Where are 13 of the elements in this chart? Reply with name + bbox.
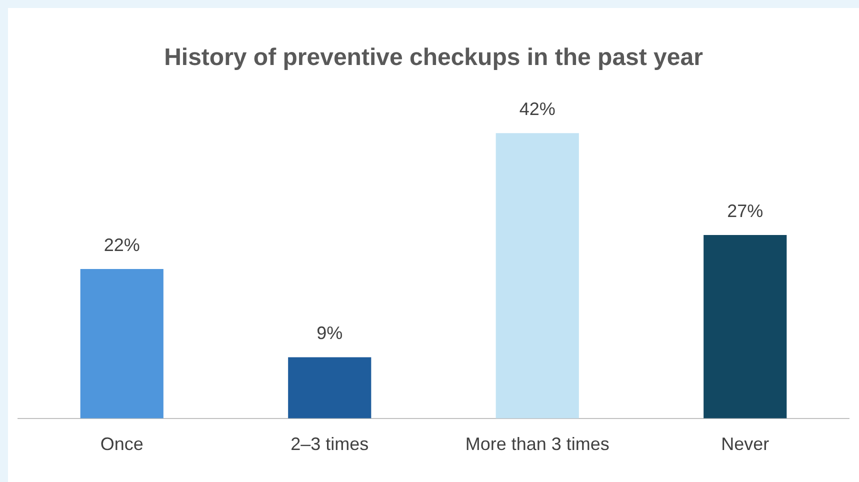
data-label: 27% bbox=[727, 201, 764, 222]
x-tick-label: More than 3 times bbox=[465, 434, 610, 454]
data-label: 22% bbox=[104, 234, 140, 255]
data-label: 9% bbox=[316, 323, 343, 344]
x-tick-label: Once bbox=[100, 434, 144, 454]
bar bbox=[496, 133, 579, 418]
x-tick-label: Never bbox=[721, 434, 770, 454]
chart-title: History of preventive checkups in the past year bbox=[164, 44, 703, 72]
bar bbox=[704, 235, 787, 418]
bar bbox=[80, 268, 164, 418]
x-tick-label: 2–3 times bbox=[290, 434, 369, 454]
bar bbox=[288, 357, 372, 418]
data-label: 42% bbox=[519, 99, 556, 120]
